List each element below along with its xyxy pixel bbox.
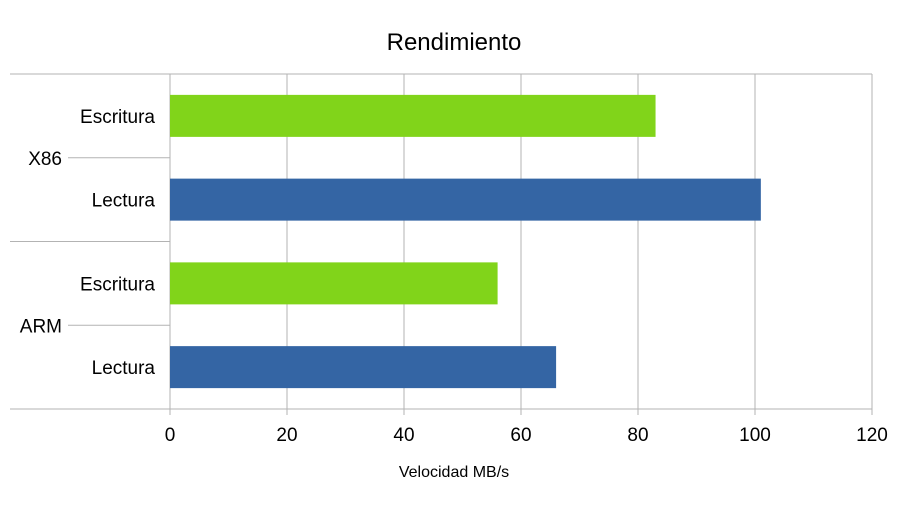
x-axis-label: Velocidad MB/s bbox=[399, 464, 509, 481]
bar bbox=[170, 262, 498, 305]
x-tick-label: 120 bbox=[856, 425, 888, 446]
axes bbox=[10, 73, 872, 410]
x-tick-label: 20 bbox=[276, 425, 297, 446]
bars bbox=[170, 94, 761, 389]
group-label: ARM bbox=[20, 316, 62, 337]
category-label: Lectura bbox=[92, 191, 156, 212]
x-tick-label: 60 bbox=[510, 425, 531, 446]
x-tick-label: 100 bbox=[739, 425, 771, 446]
bar bbox=[170, 178, 761, 221]
labels: 0 20 40 60 80 100 120 X86 Escritura Lectura ARM Esc… bbox=[20, 107, 888, 446]
x-tick-label: 80 bbox=[627, 425, 648, 446]
bar bbox=[170, 94, 656, 137]
category-label: Escritura bbox=[80, 274, 155, 295]
x-tick-label: 0 bbox=[165, 425, 176, 446]
category-label: Lectura bbox=[92, 358, 156, 379]
x-tick-label: 40 bbox=[393, 425, 414, 446]
category-label: Escritura bbox=[80, 107, 155, 128]
group-label: X86 bbox=[28, 149, 62, 170]
bar bbox=[170, 346, 557, 389]
chart-title: Rendimiento bbox=[387, 29, 522, 56]
